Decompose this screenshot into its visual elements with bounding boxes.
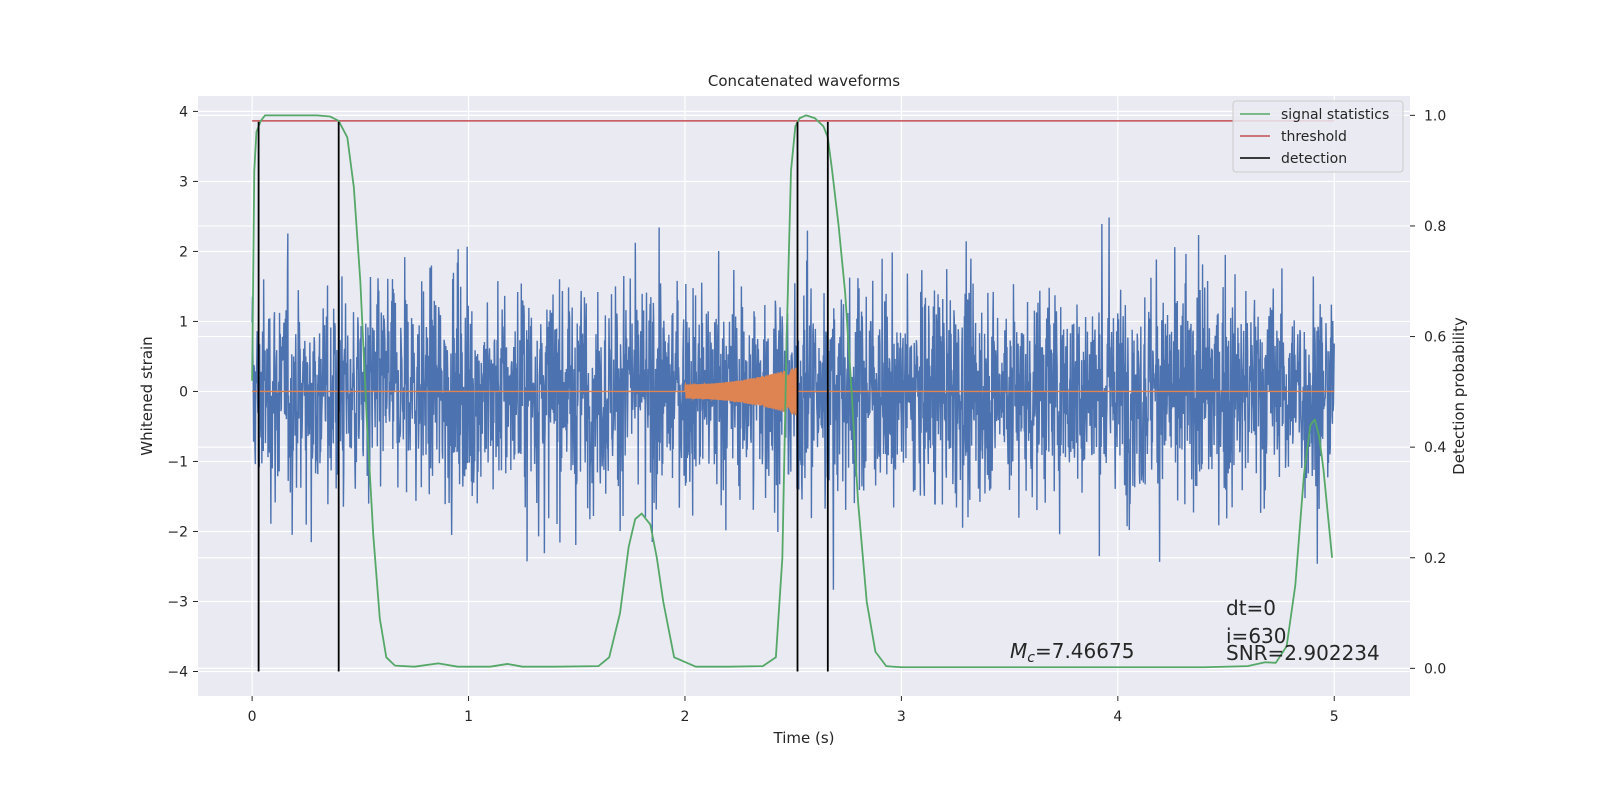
legend-label-signal-statistics: signal statistics <box>1281 107 1389 123</box>
legend-label-threshold: threshold <box>1281 129 1347 145</box>
y-tick-label-left: −2 <box>167 524 188 540</box>
chart-title: Concatenated waveforms <box>708 72 900 90</box>
y-tick-label-left: 2 <box>179 244 188 260</box>
axes: 0 1 2 3 4 5 −4 −3 −2 −1 0 1 2 3 4 0.0 0.2 0.4 0.6 0.8 1.0 <box>167 104 1446 725</box>
x-tick-label: 5 <box>1330 709 1339 725</box>
plot-area <box>251 114 1335 672</box>
y-tick-label-left: 3 <box>179 174 188 190</box>
chirp-waveform-series <box>252 367 1335 416</box>
x-axis-label: Time (s) <box>773 729 835 747</box>
signal-statistics-line <box>251 114 1333 669</box>
y-tick-label-right: 0.2 <box>1424 551 1446 567</box>
mc-subscript: c <box>1027 650 1035 666</box>
mc-annotation: Mc=7.46675 <box>1010 639 1134 666</box>
legend-label-detection: detection <box>1281 151 1347 167</box>
y-tick-label-left: 1 <box>179 314 188 330</box>
legend: signal statistics threshold detection <box>1232 100 1404 173</box>
y-tick-label-right: 0.4 <box>1424 440 1446 456</box>
y-axis-label-right: Detection probability <box>1450 317 1468 475</box>
y-axis-label-left: Whitened strain <box>138 336 156 455</box>
index-annotation: i=630 <box>1226 624 1287 648</box>
y-tick-label-right: 1.0 <box>1424 108 1446 124</box>
y-tick-label-right: 0.8 <box>1424 219 1446 235</box>
y-tick-label-left: 4 <box>179 104 188 120</box>
x-tick-label: 4 <box>1113 709 1122 725</box>
y-tick-label-right: 0.0 <box>1424 661 1446 677</box>
mc-symbol: M <box>1010 639 1027 663</box>
y-tick-label-left: −4 <box>167 664 188 680</box>
legend-box <box>1232 100 1404 173</box>
x-tick-label: 1 <box>464 709 473 725</box>
dt-annotation: dt=0 <box>1226 596 1276 620</box>
y-tick-label-left: 0 <box>179 384 188 400</box>
y-tick-label-left: −1 <box>167 454 188 470</box>
snr-annotation: SNR=2.902234 <box>1226 641 1380 665</box>
mc-value: =7.46675 <box>1035 639 1134 663</box>
x-tick-label: 2 <box>681 709 690 725</box>
x-tick-label: 0 <box>248 709 257 725</box>
x-tick-label: 3 <box>897 709 906 725</box>
y-tick-label-left: −3 <box>167 594 188 610</box>
y-tick-label-right: 0.6 <box>1424 330 1446 346</box>
